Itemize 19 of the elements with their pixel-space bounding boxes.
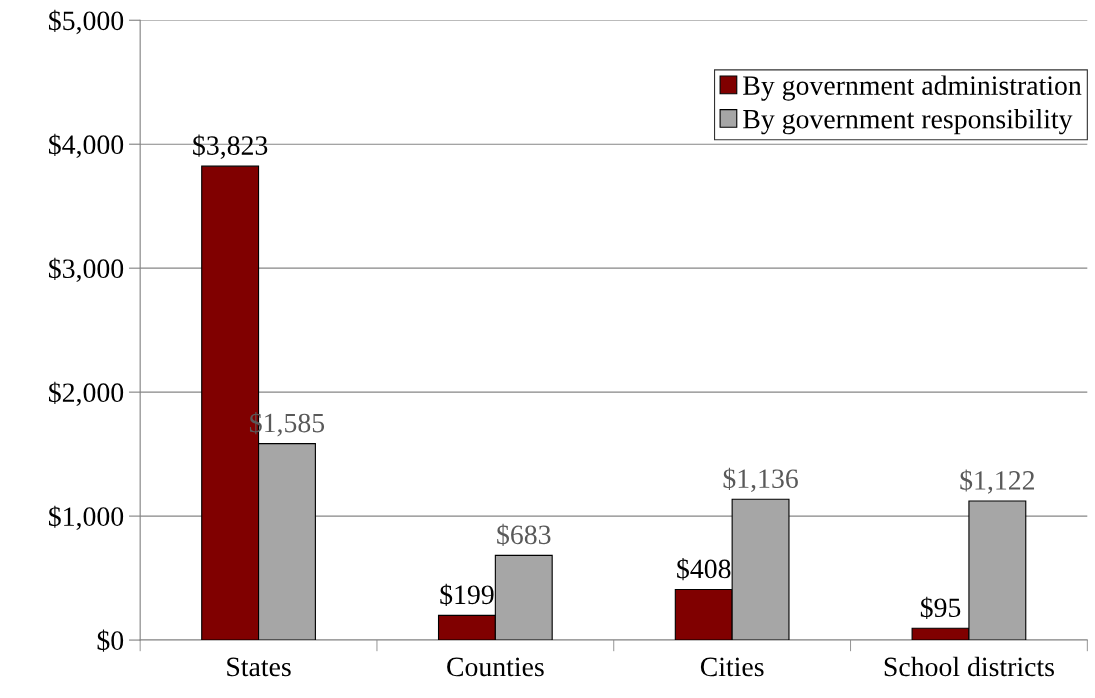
- data-label: $1,122: [960, 469, 1035, 494]
- y-tick-label: $5,000: [48, 9, 124, 35]
- y-tick-label: $2,000: [48, 381, 124, 407]
- data-label: $95: [920, 596, 961, 619]
- x-tick-label: School districts: [884, 656, 1054, 677]
- y-tick-label: $3,000: [48, 257, 124, 283]
- y-tick-label: $0: [97, 629, 124, 652]
- x-tick-label: Cities: [700, 657, 764, 677]
- legend-label: By government administration: [743, 75, 1082, 101]
- x-tick-label: States: [227, 657, 291, 677]
- data-label: $1,136: [723, 467, 798, 493]
- y-tick-label: $4,000: [48, 133, 124, 159]
- data-label: $683: [497, 523, 551, 547]
- data-label: $199: [440, 583, 494, 607]
- y-tick-label: $1,000: [48, 505, 124, 531]
- data-label: $3,823: [193, 134, 268, 159]
- data-label: $408: [677, 557, 731, 581]
- legend-label: By government responsibility: [743, 108, 1073, 135]
- x-tick-label: Counties: [447, 657, 544, 677]
